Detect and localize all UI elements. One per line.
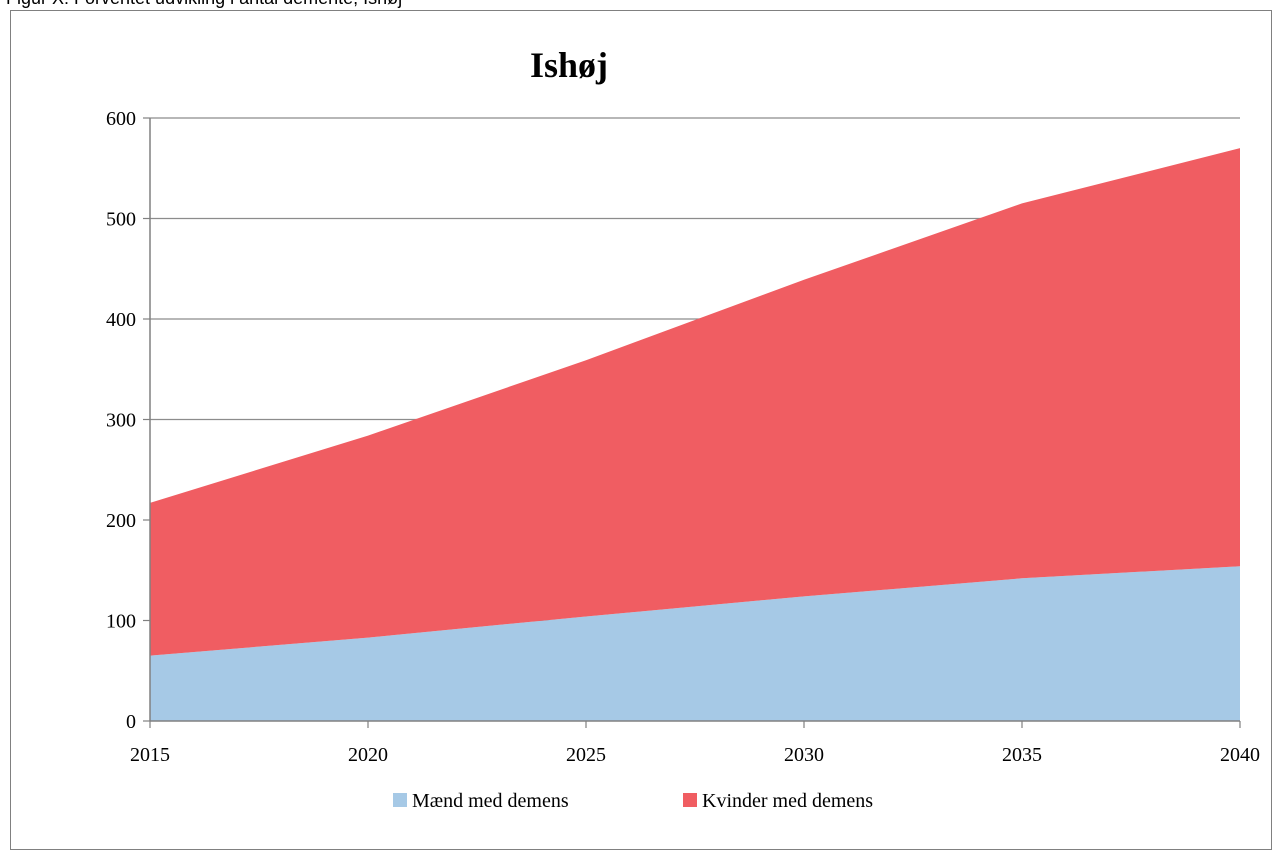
chart-frame: 0 100 200 300 400 500 600 2015 2020 2025 2030 2035 2… xyxy=(10,10,1272,850)
x-tick-label-2030: 2030 xyxy=(784,744,824,766)
legend-label-maend: Mænd med demens xyxy=(412,790,569,812)
series-areas xyxy=(150,148,1240,721)
x-tick-label-2015: 2015 xyxy=(130,744,170,766)
y-tick-label-200: 200 xyxy=(106,510,136,532)
y-tick-label-400: 400 xyxy=(106,309,136,331)
x-tick-label-2035: 2035 xyxy=(1002,744,1042,766)
y-tick-label-500: 500 xyxy=(106,209,136,231)
x-tick-label-2020: 2020 xyxy=(348,744,388,766)
legend: Mænd med demens Kvinder med demens xyxy=(393,790,873,812)
legend-swatch-kvinder xyxy=(683,793,697,807)
y-tick-label-600: 600 xyxy=(106,108,136,130)
x-tick-label-2025: 2025 xyxy=(566,744,606,766)
series-area-kvinder xyxy=(150,148,1240,656)
series-area-maend xyxy=(150,566,1240,721)
area-chart: 0 100 200 300 400 500 600 2015 2020 2025 2030 2035 2… xyxy=(106,45,1260,812)
axes: 0 100 200 300 400 500 600 2015 2020 2025 2030 2035 2… xyxy=(106,108,1260,766)
y-tick-label-0: 0 xyxy=(126,711,136,733)
legend-swatch-maend xyxy=(393,793,407,807)
figure-caption: Figur X: Forventet udvikling i antal dem… xyxy=(6,0,402,9)
legend-label-kvinder: Kvinder med demens xyxy=(702,790,873,812)
x-tick-label-2040: 2040 xyxy=(1220,744,1260,766)
chart-title: Ishøj xyxy=(530,45,608,85)
y-tick-label-300: 300 xyxy=(106,410,136,432)
y-tick-label-100: 100 xyxy=(106,611,136,633)
